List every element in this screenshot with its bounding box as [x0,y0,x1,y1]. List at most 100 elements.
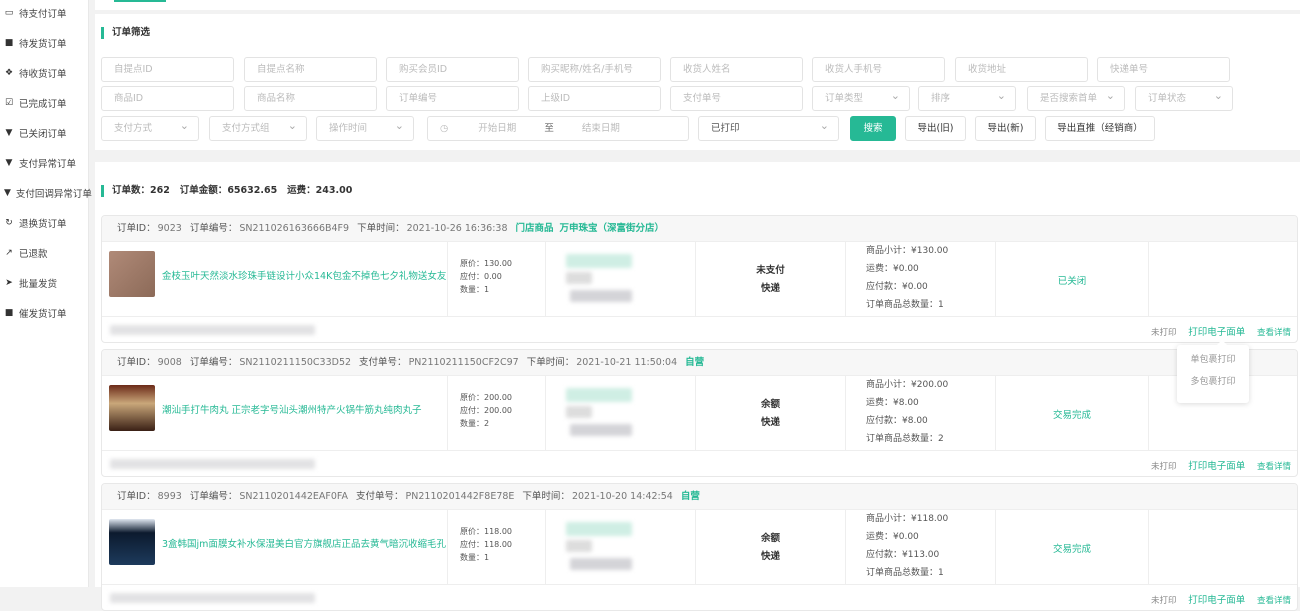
product-name-link[interactable]: 金枝玉叶天然淡水珍珠手链设计小众14K包金不掉色七夕礼物送女友 [162,271,447,282]
sidebar: ▭ 待支付订单 ■ 待发货订单 ❖ 待收货订单 ☑ 已完成订单 ▼ 已关闭订单 ▼ 支付异常订单 ▼ 支付… [0,0,92,587]
start-date[interactable]: 开始日期 [478,123,517,134]
select-value: 操作时间 [329,123,368,134]
filter-select[interactable]: 排序 [918,84,1016,111]
filter-input[interactable]: 自提点ID [101,57,234,82]
filter-input[interactable]: 购买昵称/姓名/手机号 [528,57,661,82]
sidebar-item[interactable]: ▼ 已关闭订单 [0,118,88,148]
filter-input[interactable]: 上级ID [528,86,661,111]
print-status: 未打印 [1151,328,1177,338]
sidebar-item[interactable]: ➤ 批量发货 [0,268,88,298]
sidebar-item[interactable]: ↻ 退换货订单 [0,208,88,238]
filter-select[interactable]: 支付方式组 [209,114,307,141]
amount-label: 订单金额： [179,185,228,196]
payment-method: 未支付 [756,264,785,276]
sidebar-item[interactable]: ▭ 待支付订单 [0,0,88,28]
label: 应付款： [866,416,903,426]
select-value: 是否搜索首单 [1040,93,1098,104]
product-name-link[interactable]: 3盒韩国jm面膜女补水保湿美白官方旗舰店正品去黄气暗沉收缩毛孔 [162,539,446,550]
filter-input[interactable]: 自提点名称 [244,57,377,82]
filter-input[interactable]: 收货人手机号 [812,57,945,82]
export-old-button[interactable]: 导出(旧) [905,116,966,141]
filter-input[interactable]: 商品名称 [244,86,377,111]
label: 下单时间： [526,357,575,368]
sidebar-item-label: 待收货订单 [19,69,67,80]
sidebar-item[interactable]: ▼ 支付异常订单 [0,148,88,178]
product-image[interactable] [109,519,155,565]
order-header: 订单ID： 9008 订单编号： SN2110211150C33D52 支付单号： PN2… [102,350,1297,376]
filter-select[interactable]: 操作时间 [316,114,414,141]
filter-select[interactable]: 支付方式 [101,114,199,141]
order-body: 3盒韩国jm面膜女补水保湿美白官方旗舰店正品去黄气暗沉收缩毛孔 原价：118.0… [102,510,1297,585]
view-detail-link[interactable]: 查看详情 [1256,462,1291,472]
end-date[interactable]: 结束日期 [581,123,620,134]
label: 订单商品总数量： [866,568,939,578]
print-status: 未打印 [1151,462,1177,472]
filter-select[interactable]: 是否搜索首单 [1027,84,1125,111]
freight-label: 运费： [287,185,316,196]
order-footer: 未打印 打印电子面单 查看详情 [102,317,1297,342]
price-cell: 原价：130.00 应付：0.00 数量：1 [448,242,546,317]
multi-package-print[interactable]: 多包裹打印 [1190,377,1236,387]
search-button[interactable]: 搜索 [850,116,896,141]
order-status: 已关闭 [1057,275,1087,287]
sidebar-item[interactable]: ■ 催发货订单 [0,298,88,328]
order-footer: 未打印 打印电子面单 查看详情 [102,451,1297,476]
sidebar-item-label: 批量发货 [19,279,58,290]
print-waybill-link[interactable]: 打印电子面单 [1188,461,1246,472]
address-redacted [110,459,315,469]
label: 原价： [460,393,484,402]
print-waybill-link[interactable]: 打印电子面单 [1188,327,1246,338]
product-cell: 3盒韩国jm面膜女补水保湿美白官方旗舰店正品去黄气暗沉收缩毛孔 [102,510,448,585]
filter-input[interactable]: 收货地址 [955,57,1088,82]
product-image[interactable] [109,385,155,431]
payment-method: 余额 [760,398,780,410]
filter-input[interactable]: 收货人姓名 [670,57,803,82]
order-card: 订单ID： 8993 订单编号： SN2110201442EAF0FA 支付单号： PN2… [101,483,1298,611]
print-waybill-link[interactable]: 打印电子面单 [1188,595,1246,606]
filter-select[interactable]: 订单状态 [1135,84,1233,111]
order-sn: SN2110201442EAF0FA [239,491,349,502]
sidebar-item[interactable]: ▼ 支付回调异常订单 [0,178,92,208]
price: 130.00 [484,259,512,268]
label: 应付： [460,540,484,549]
payment-cell: 余额 快递 [696,376,846,451]
sidebar-item[interactable]: ■ 待发货订单 [0,28,88,58]
sidebar-item[interactable]: ↗ 已退款 [0,238,88,268]
label: 原价： [460,259,484,268]
export-direct-button[interactable]: 导出直推（经销商） [1045,116,1155,141]
cup-icon: ▼ [5,158,13,168]
label: 运费： [866,532,894,542]
label: 应付款： [866,550,903,560]
filter-input[interactable]: 订单编号 [386,86,519,111]
filter-input[interactable]: 支付单号 [670,86,803,111]
order-status: 交易完成 [1052,543,1091,555]
sidebar-item[interactable]: ☑ 已完成订单 [0,88,88,118]
printed-select[interactable]: 已打印 [698,114,839,141]
filter-select[interactable]: 订单类型 [812,84,910,111]
view-detail-link[interactable]: 查看详情 [1256,596,1291,606]
label: 商品小计： [866,246,912,256]
product-name-link[interactable]: 潮汕手打牛肉丸 正宗老字号汕头潮州特产火锅牛筋丸纯肉丸子 [162,405,422,416]
filter-input[interactable]: 购买会员ID [386,57,519,82]
payment-cell: 余额 快递 [696,510,846,585]
sidebar-item-label: 已完成订单 [19,99,67,110]
order-tag: 万申珠宝（深富街分店） [559,223,665,234]
filter-input[interactable]: 商品ID [101,86,234,111]
receiver-cell-redacted [546,376,696,451]
export-new-button[interactable]: 导出(新) [975,116,1036,141]
select-value: 订单状态 [1148,93,1187,104]
date-range-picker[interactable]: ◷ 开始日期 至 结束日期 [427,116,689,141]
order-tag: 门店商品 [515,223,554,234]
single-package-print[interactable]: 单包裹打印 [1190,355,1236,365]
product-image[interactable] [109,251,155,297]
cup-icon: ▼ [4,188,11,198]
count-label: 订单数： [112,185,151,196]
view-detail-link[interactable]: 查看详情 [1256,328,1291,338]
label: 应付： [460,272,484,281]
order-body: 金枝玉叶天然淡水珍珠手链设计小众14K包金不掉色七夕礼物送女友 原价：130.0… [102,242,1297,317]
freight: ¥8.00 [893,398,919,408]
sidebar-item[interactable]: ❖ 待收货订单 [0,58,88,88]
filter-input[interactable]: 快递单号 [1097,57,1230,82]
active-tab-indicator[interactable] [114,0,166,2]
label: 订单编号： [189,223,238,234]
